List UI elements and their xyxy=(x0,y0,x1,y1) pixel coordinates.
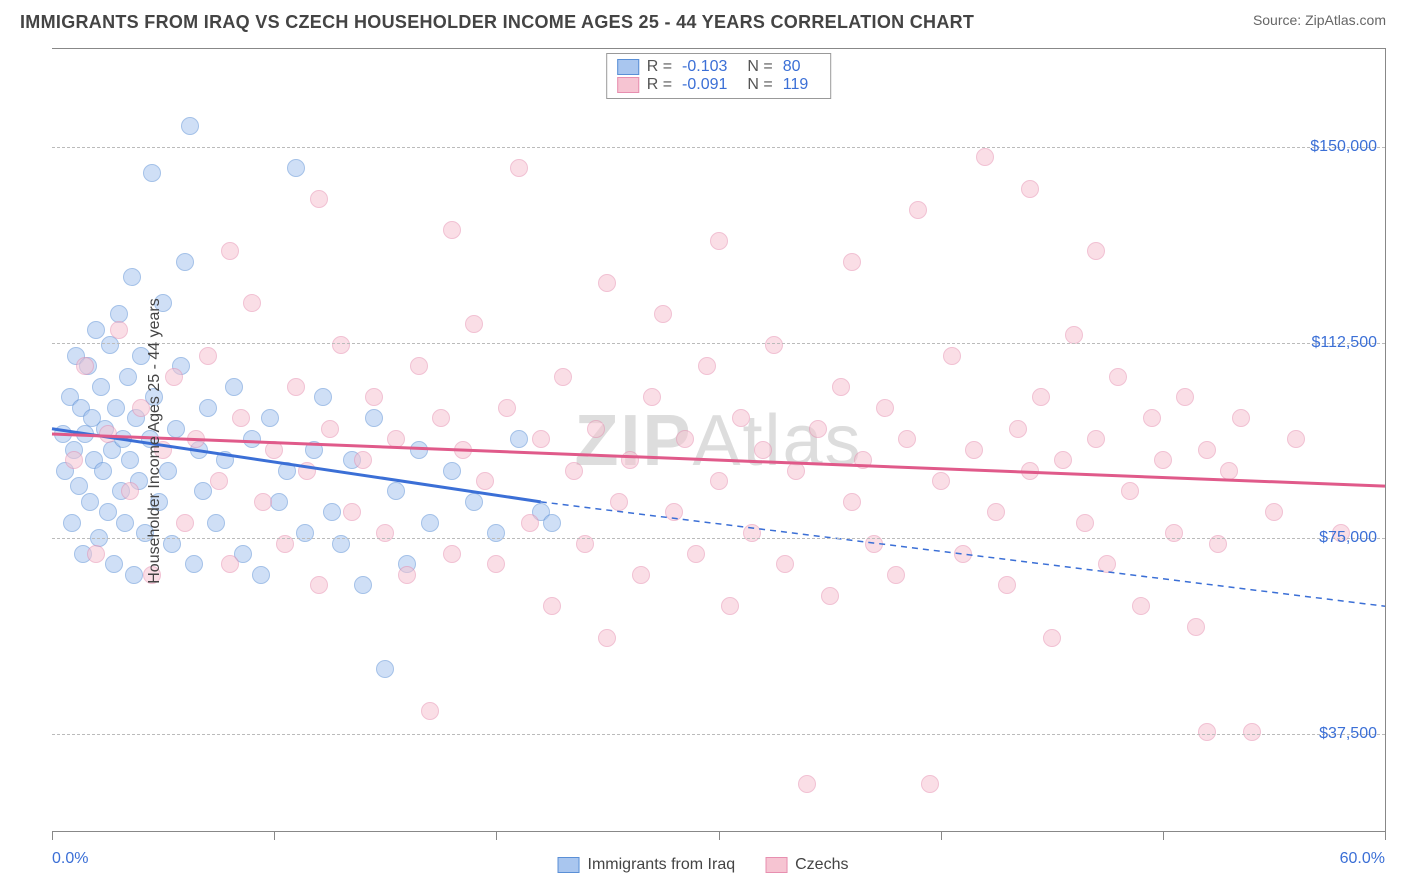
legend-stat-row-czech: R = -0.091 N = 119 xyxy=(617,76,821,94)
gridline xyxy=(52,147,1385,148)
x-tick xyxy=(941,832,942,840)
legend-swatch-iraq xyxy=(617,59,639,75)
x-tick xyxy=(1385,832,1386,840)
legend-swatch-czech xyxy=(617,77,639,93)
legend-label-czech: Czechs xyxy=(795,856,848,874)
gridline xyxy=(52,538,1385,539)
n-label: N = xyxy=(747,76,772,94)
y-axis-title: Householder Income Ages 25 - 44 years xyxy=(146,298,164,584)
trendline-extrapolation-iraq xyxy=(541,502,1385,606)
legend-series: Immigrants from Iraq Czechs xyxy=(558,856,849,874)
r-label: R = xyxy=(647,58,672,76)
y-tick-label: $150,000 xyxy=(1310,138,1377,156)
y-tick-label: $37,500 xyxy=(1319,725,1377,743)
y-tick-label: $112,500 xyxy=(1311,334,1377,352)
legend-label-iraq: Immigrants from Iraq xyxy=(588,856,736,874)
x-tick xyxy=(719,832,720,840)
n-label: N = xyxy=(747,58,772,76)
x-tick xyxy=(1163,832,1164,840)
trendlines-svg xyxy=(52,49,1385,832)
x-axis-max-label: 60.0% xyxy=(1340,850,1385,868)
legend-swatch-czech xyxy=(765,857,787,873)
legend-item-czech[interactable]: Czechs xyxy=(765,856,848,874)
source-label: Source: xyxy=(1253,12,1301,28)
legend-item-iraq[interactable]: Immigrants from Iraq xyxy=(558,856,736,874)
r-label: R = xyxy=(647,76,672,94)
source-credit: Source: ZipAtlas.com xyxy=(1253,12,1386,28)
n-value-czech: 119 xyxy=(783,76,809,94)
x-tick xyxy=(496,832,497,840)
gridline xyxy=(52,734,1385,735)
trendline-iraq xyxy=(52,429,541,502)
x-axis-min-label: 0.0% xyxy=(52,850,88,868)
legend-correlation: R = -0.103 N = 80 R = -0.091 N = 119 xyxy=(606,53,832,99)
source-link[interactable]: ZipAtlas.com xyxy=(1305,12,1386,28)
chart-header: IMMIGRANTS FROM IRAQ VS CZECH HOUSEHOLDE… xyxy=(0,0,1406,41)
y-tick-label: $75,000 xyxy=(1319,529,1377,547)
legend-swatch-iraq xyxy=(558,857,580,873)
r-value-iraq: -0.103 xyxy=(682,58,727,76)
chart-title: IMMIGRANTS FROM IRAQ VS CZECH HOUSEHOLDE… xyxy=(20,12,974,33)
gridline xyxy=(52,343,1385,344)
x-tick xyxy=(52,832,53,840)
n-value-iraq: 80 xyxy=(783,58,801,76)
scatter-chart: ZIPAtlas Householder Income Ages 25 - 44… xyxy=(52,48,1386,832)
r-value-czech: -0.091 xyxy=(682,76,727,94)
x-tick xyxy=(274,832,275,840)
legend-stat-row-iraq: R = -0.103 N = 80 xyxy=(617,58,821,76)
